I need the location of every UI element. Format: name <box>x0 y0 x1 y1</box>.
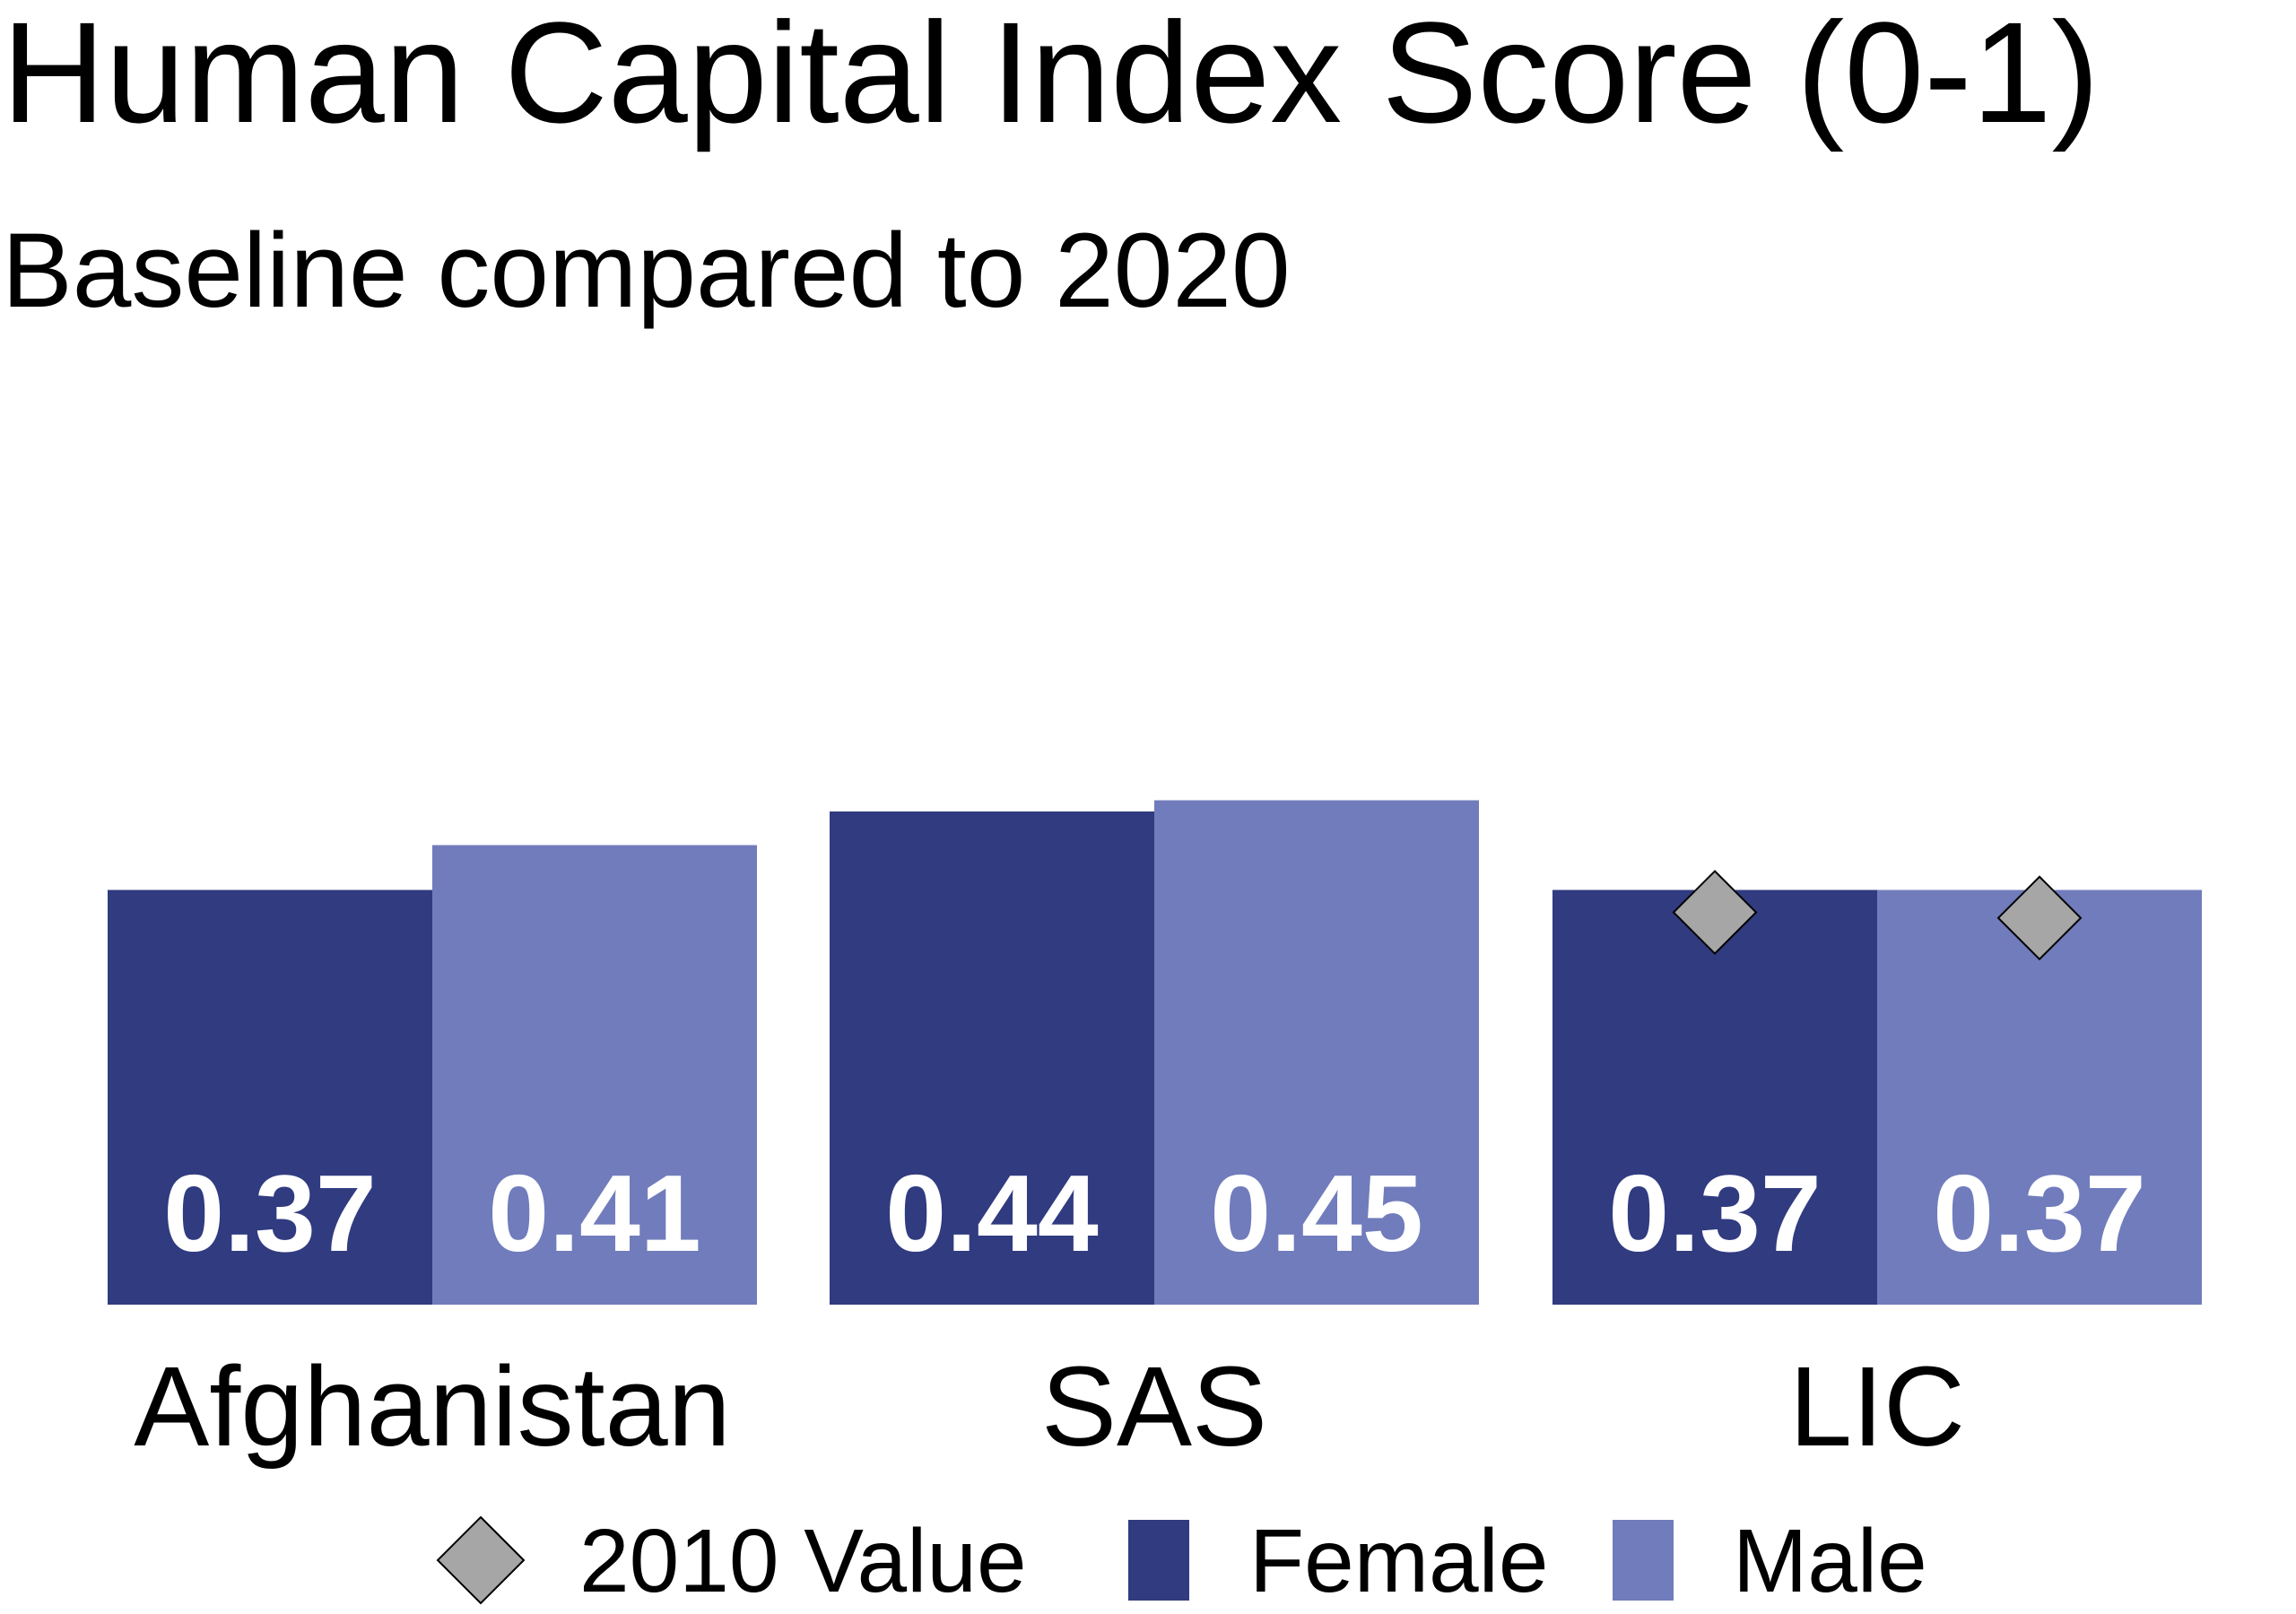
bar-value-label-sas-female: 0.44 <box>885 1152 1099 1274</box>
bar-value-label-afghanistan-female: 0.37 <box>163 1152 376 1274</box>
bar-value-label-lic-female: 0.37 <box>1608 1152 1821 1274</box>
legend-label-2010-value: 2010 Value <box>579 1511 1027 1611</box>
category-labels-group: Afghanistan SAS LIC <box>134 1343 1965 1470</box>
legend-label-female: Female <box>1249 1511 1548 1611</box>
bar-afghanistan-male <box>432 845 757 1305</box>
bar-sas-female <box>830 811 1154 1305</box>
bar-value-label-afghanistan-male: 0.41 <box>488 1152 700 1274</box>
bar-value-label-lic-male: 0.37 <box>1933 1152 2145 1274</box>
bar-afghanistan-female <box>108 889 432 1305</box>
marker-2010-lic-male <box>1996 875 2083 961</box>
legend-symbol-female <box>1128 1520 1189 1601</box>
bar-labels-group: 0.37 0.41 0.44 0.45 0.37 0.37 <box>163 1152 2145 1274</box>
bar-lic-female <box>1552 889 1877 1305</box>
bar-sas-male <box>1154 800 1479 1305</box>
markers-group <box>1672 870 2083 961</box>
legend-symbol-2010-value <box>436 1515 526 1605</box>
legend-label-male: Male <box>1733 1511 1927 1611</box>
category-label-sas: SAS <box>1041 1343 1267 1470</box>
legend: 2010 Value Female Male <box>436 1511 1927 1611</box>
bar-value-label-sas-male: 0.45 <box>1210 1152 1422 1274</box>
marker-2010-lic-female <box>1672 870 1758 955</box>
chart-subtitle: Baseline compared to 2020 <box>2 212 1291 330</box>
bars-group <box>108 800 2202 1305</box>
legend-symbol-male <box>1613 1520 1674 1601</box>
chart-title: Human Capital Index Score (0-1) <box>2 0 2100 152</box>
category-label-lic: LIC <box>1789 1343 1965 1470</box>
category-label-afghanistan: Afghanistan <box>134 1343 731 1470</box>
